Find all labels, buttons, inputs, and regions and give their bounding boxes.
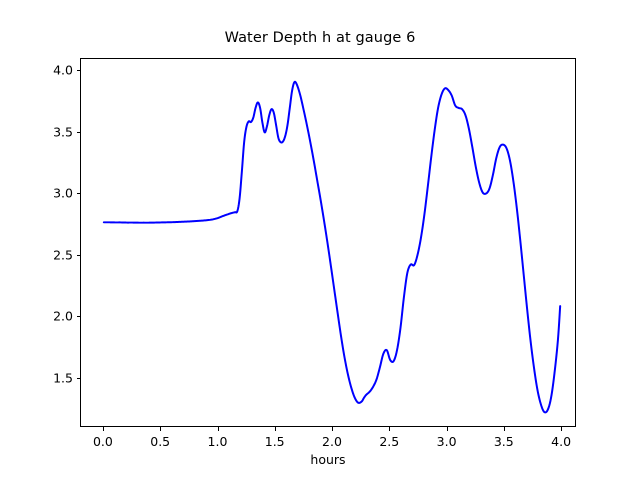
y-tick-label: 3.0: [53, 185, 73, 201]
x-tick-label: 1.5: [264, 434, 285, 449]
y-tick-label: 2.5: [53, 247, 73, 263]
x-tick-label: 1.0: [207, 434, 228, 449]
y-tick-label: 2.0: [53, 308, 73, 324]
y-tick-mark: [76, 377, 80, 379]
chart-title: Water Depth h at gauge 6: [224, 30, 416, 46]
x-tick-label: 0.5: [150, 434, 171, 449]
x-tick-mark: [217, 427, 219, 431]
y-tick-mark: [76, 254, 80, 256]
x-tick-mark: [160, 427, 162, 431]
x-tick-label: 3.5: [493, 434, 514, 449]
y-tick-mark: [76, 193, 80, 195]
y-tick-mark: [76, 70, 80, 72]
y-tick-mark: [76, 131, 80, 133]
y-tick-mark: [76, 316, 80, 318]
data-series-line: [102, 80, 562, 414]
x-tick-mark: [102, 427, 104, 431]
x-tick-mark: [389, 427, 391, 431]
plot-area: [80, 58, 576, 427]
x-tick-label: 4.0: [551, 434, 572, 449]
y-tick-label: 3.5: [53, 124, 73, 140]
y-tick-label: 4.0: [53, 62, 73, 78]
x-tick-label: 2.5: [379, 434, 400, 449]
x-axis-label: hours: [310, 452, 346, 467]
x-tick-mark: [561, 427, 563, 431]
x-tick-mark: [446, 427, 448, 431]
x-tick-label: 2.0: [322, 434, 342, 449]
x-tick-mark: [332, 427, 334, 431]
y-tick-label: 1.5: [53, 370, 73, 386]
x-tick-mark: [274, 427, 276, 431]
x-tick-mark: [503, 427, 505, 431]
x-tick-label: 3.0: [436, 434, 457, 449]
x-tick-label: 0.0: [92, 434, 113, 449]
plot-svg: [102, 80, 562, 414]
